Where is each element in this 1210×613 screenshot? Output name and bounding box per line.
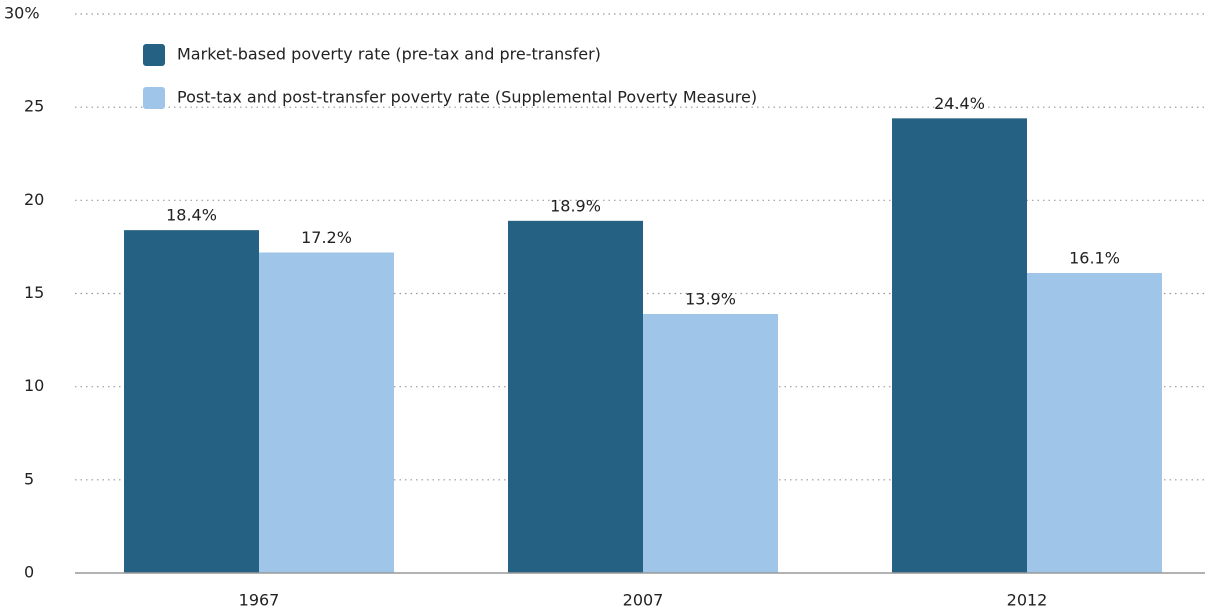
y-tick-label: 5 [24, 469, 34, 488]
y-tick-label: 0 [24, 563, 34, 582]
x-tick-label: 2007 [623, 591, 664, 610]
bar [508, 220, 643, 573]
x-tick-label: 2012 [1007, 591, 1048, 610]
value-label: 24.4% [934, 94, 985, 113]
y-tick-label: 20 [24, 190, 44, 209]
bar [259, 252, 394, 574]
x-tick-label: 1967 [239, 591, 280, 610]
value-label: 18.9% [550, 196, 601, 215]
y-tick-label: 15 [24, 283, 44, 302]
value-label: 17.2% [301, 228, 352, 247]
bar [643, 313, 778, 573]
legend-swatch [143, 87, 165, 109]
y-tick-label: 25 [24, 97, 44, 116]
y-tick-label: 10 [24, 376, 44, 395]
legend-swatch [143, 44, 165, 66]
legend-label: Post-tax and post-transfer poverty rate … [177, 88, 757, 107]
y-tick-label: 30% [4, 4, 40, 23]
value-label: 18.4% [166, 206, 217, 225]
bar [1027, 273, 1162, 573]
value-label: 16.1% [1069, 249, 1120, 268]
value-label: 13.9% [685, 289, 736, 308]
legend-label: Market-based poverty rate (pre-tax and p… [177, 45, 601, 64]
bar [124, 230, 259, 573]
bar [892, 118, 1027, 573]
